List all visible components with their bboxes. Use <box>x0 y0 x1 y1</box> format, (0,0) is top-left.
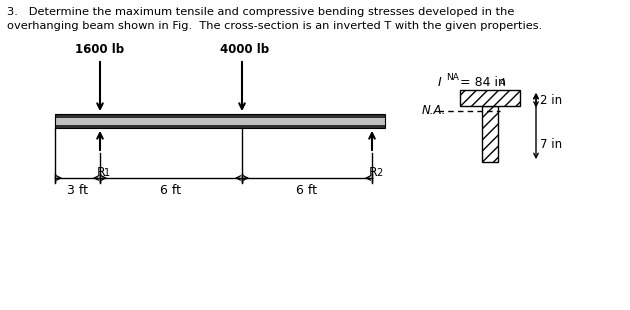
Text: NA: NA <box>446 73 459 82</box>
Text: N.A.: N.A. <box>422 104 447 117</box>
Text: 2 in: 2 in <box>540 94 562 107</box>
Text: R: R <box>97 166 106 179</box>
Text: 1600 lb: 1600 lb <box>75 43 124 56</box>
Text: 1: 1 <box>104 168 110 178</box>
Text: 2: 2 <box>376 168 382 178</box>
Text: I: I <box>438 76 442 89</box>
Bar <box>55 125 385 128</box>
Text: 3.   Determine the maximum tensile and compressive bending stresses developed in: 3. Determine the maximum tensile and com… <box>7 7 514 17</box>
Text: 4: 4 <box>500 78 506 87</box>
Bar <box>55 114 385 118</box>
Bar <box>55 114 385 128</box>
Text: 4000 lb: 4000 lb <box>220 43 269 56</box>
Bar <box>482 106 498 162</box>
Text: 7 in: 7 in <box>540 138 562 150</box>
Text: 6 ft: 6 ft <box>297 184 318 197</box>
Text: R: R <box>369 166 378 179</box>
Text: = 84 in: = 84 in <box>456 76 506 89</box>
Bar <box>460 90 520 106</box>
Text: overhanging beam shown in Fig.  The cross-section is an inverted T with the give: overhanging beam shown in Fig. The cross… <box>7 21 542 31</box>
Bar <box>55 114 385 128</box>
Text: 6 ft: 6 ft <box>161 184 181 197</box>
Text: 3 ft: 3 ft <box>67 184 88 197</box>
